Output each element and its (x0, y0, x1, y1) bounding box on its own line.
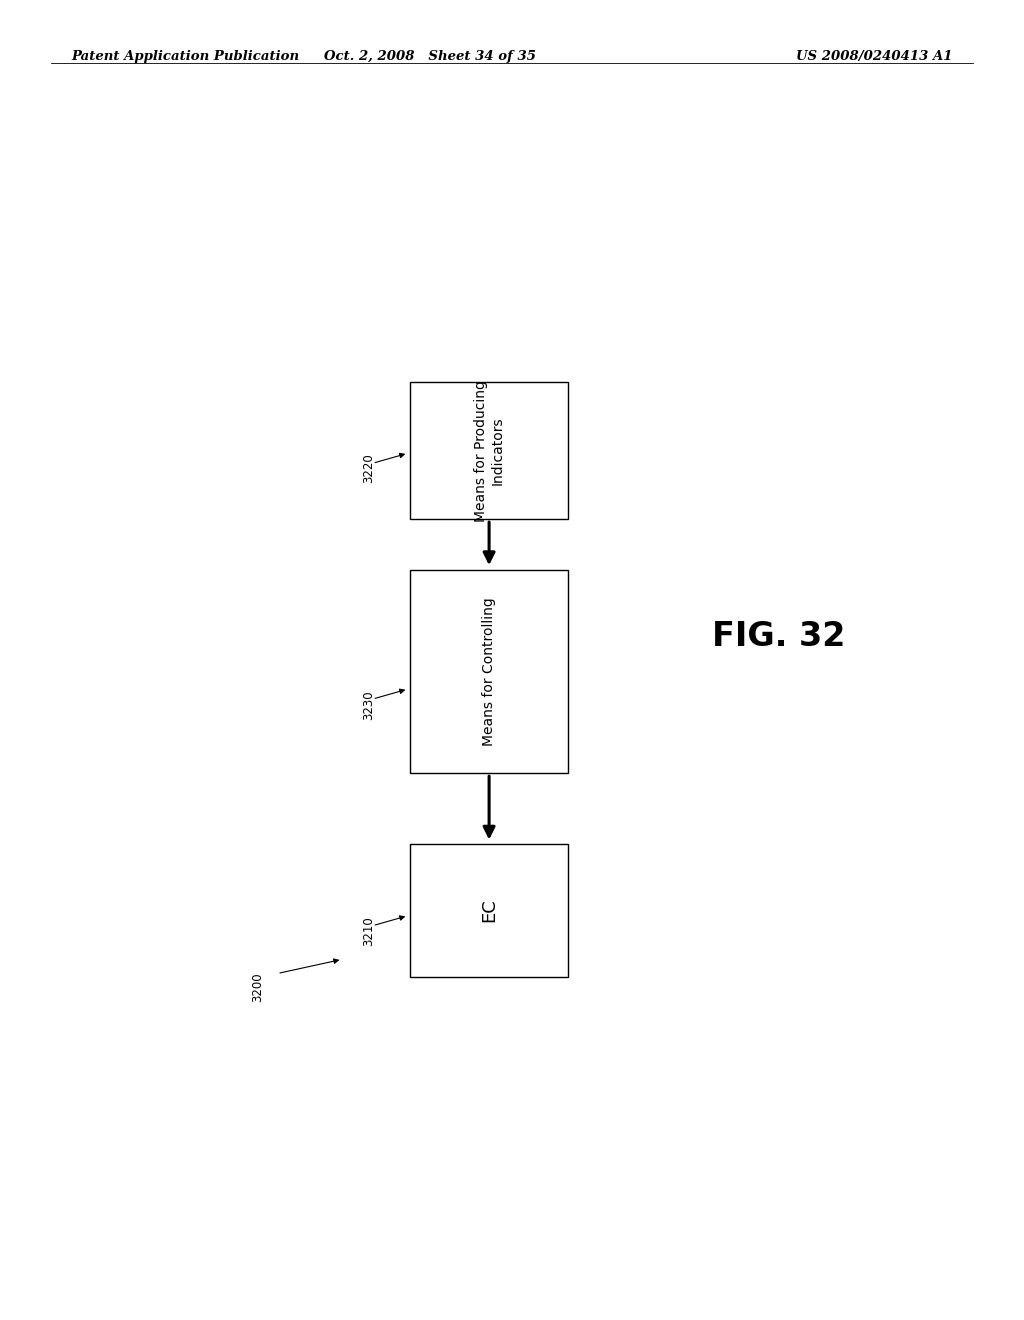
Text: US 2008/0240413 A1: US 2008/0240413 A1 (796, 50, 952, 63)
Text: 3210: 3210 (362, 916, 375, 945)
Text: EC: EC (480, 899, 498, 923)
Text: FIG. 32: FIG. 32 (712, 619, 846, 652)
Text: 3230: 3230 (362, 690, 375, 719)
Text: Means for Producing
Indicators: Means for Producing Indicators (474, 380, 504, 521)
Bar (410, 570, 568, 774)
Text: Patent Application Publication: Patent Application Publication (72, 50, 300, 63)
Text: Means for Controlling: Means for Controlling (482, 598, 496, 746)
Text: 3220: 3220 (362, 454, 375, 483)
Bar (410, 381, 568, 519)
Text: Oct. 2, 2008   Sheet 34 of 35: Oct. 2, 2008 Sheet 34 of 35 (324, 50, 537, 63)
Bar (410, 845, 568, 977)
Text: 3200: 3200 (251, 972, 264, 1002)
